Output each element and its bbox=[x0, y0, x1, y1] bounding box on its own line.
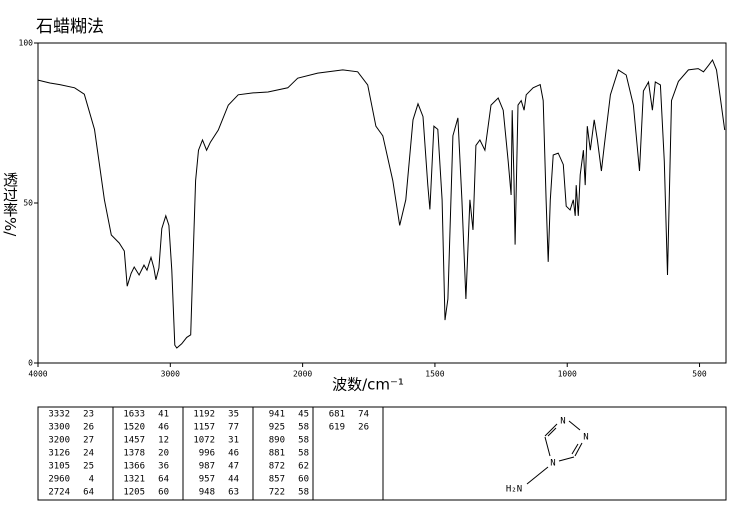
peak-wavenumber: 1457 bbox=[123, 436, 145, 446]
peak-wavenumber: 996 bbox=[199, 449, 215, 459]
y-tick-label: 100 bbox=[19, 39, 34, 48]
peak-wavenumber: 881 bbox=[269, 449, 285, 459]
x-tick-label: 4000 bbox=[28, 370, 47, 379]
bond bbox=[547, 427, 557, 437]
peak-transmittance: 44 bbox=[228, 475, 239, 485]
bond bbox=[568, 420, 581, 431]
peak-wavenumber: 1366 bbox=[123, 462, 145, 472]
peak-transmittance: 24 bbox=[83, 449, 94, 459]
peak-wavenumber: 2960 bbox=[48, 475, 70, 485]
peak-transmittance: 63 bbox=[228, 488, 239, 498]
peak-transmittance: 41 bbox=[158, 410, 169, 420]
peak-transmittance: 45 bbox=[298, 410, 309, 420]
peak-wavenumber: 3200 bbox=[48, 436, 70, 446]
peak-wavenumber: 941 bbox=[269, 410, 285, 420]
peak-transmittance: 60 bbox=[158, 488, 169, 498]
atom-label: N bbox=[550, 459, 555, 469]
bond bbox=[544, 436, 551, 457]
peak-wavenumber: 987 bbox=[199, 462, 215, 472]
plot-frame bbox=[37, 42, 727, 364]
table-dividers bbox=[112, 407, 384, 500]
peak-transmittance: 26 bbox=[83, 423, 94, 433]
peak-transmittance: 60 bbox=[298, 475, 309, 485]
y-axis-label: 透过率%/ bbox=[1, 172, 19, 237]
peak-wavenumber: 1633 bbox=[123, 410, 145, 420]
y-tick-label: 0 bbox=[28, 359, 33, 368]
peak-transmittance: 64 bbox=[83, 488, 94, 498]
x-tick-label: 1500 bbox=[425, 370, 444, 379]
spectrum-line bbox=[37, 58, 726, 349]
peak-wavenumber: 1072 bbox=[193, 436, 215, 446]
atom-label: N bbox=[560, 417, 565, 427]
peak-transmittance: 27 bbox=[83, 436, 94, 446]
peak-transmittance: 26 bbox=[358, 423, 369, 433]
peak-wavenumber: 681 bbox=[329, 410, 345, 420]
peak-wavenumber: 3126 bbox=[48, 449, 70, 459]
x-axis-label: 波数/cm⁻¹ bbox=[332, 376, 404, 394]
bond bbox=[526, 466, 549, 485]
chart-title: 石蜡糊法 bbox=[36, 17, 104, 37]
bond bbox=[544, 423, 558, 437]
peak-transmittance: 46 bbox=[158, 423, 169, 433]
peak-transmittance: 36 bbox=[158, 462, 169, 472]
peak-wavenumber: 957 bbox=[199, 475, 215, 485]
bond bbox=[571, 443, 579, 455]
peak-wavenumber: 3332 bbox=[48, 410, 70, 420]
peak-wavenumber: 1205 bbox=[123, 488, 145, 498]
x-tick-label: 500 bbox=[692, 370, 707, 379]
peak-transmittance: 46 bbox=[228, 449, 239, 459]
peak-transmittance: 62 bbox=[298, 462, 309, 472]
peak-transmittance: 64 bbox=[158, 475, 169, 485]
x-tick-label: 2000 bbox=[293, 370, 312, 379]
molecule-bonds bbox=[526, 420, 583, 485]
peak-wavenumber: 925 bbox=[269, 423, 285, 433]
peak-wavenumber: 3300 bbox=[48, 423, 70, 433]
x-tick-label: 3000 bbox=[161, 370, 180, 379]
peak-transmittance: 35 bbox=[228, 410, 239, 420]
peak-transmittance: 12 bbox=[158, 436, 169, 446]
peak-wavenumber: 1321 bbox=[123, 475, 145, 485]
y-tick-label: 50 bbox=[23, 199, 33, 208]
peak-transmittance: 20 bbox=[158, 449, 169, 459]
peak-transmittance: 77 bbox=[228, 423, 239, 433]
peak-wavenumber: 722 bbox=[269, 488, 285, 498]
peak-wavenumber: 890 bbox=[269, 436, 285, 446]
peak-wavenumber: 857 bbox=[269, 475, 285, 485]
peak-transmittance: 47 bbox=[228, 462, 239, 472]
peak-transmittance: 58 bbox=[298, 488, 309, 498]
atom-label: H₂N bbox=[506, 485, 522, 495]
peak-transmittance: 31 bbox=[228, 436, 239, 446]
peak-transmittance: 74 bbox=[358, 410, 369, 420]
peak-wavenumber: 1378 bbox=[123, 449, 145, 459]
peak-transmittance: 25 bbox=[83, 462, 94, 472]
bond bbox=[574, 442, 583, 457]
peak-wavenumber: 619 bbox=[329, 423, 345, 433]
table-frame bbox=[37, 406, 727, 501]
peak-wavenumber: 3105 bbox=[48, 462, 70, 472]
peak-wavenumber: 1157 bbox=[193, 423, 215, 433]
peak-transmittance: 4 bbox=[89, 475, 94, 485]
peak-wavenumber: 948 bbox=[199, 488, 215, 498]
peak-transmittance: 58 bbox=[298, 449, 309, 459]
peak-wavenumber: 1520 bbox=[123, 423, 145, 433]
atom-label: N bbox=[583, 433, 588, 443]
x-tick-label: 1000 bbox=[558, 370, 577, 379]
peak-transmittance: 23 bbox=[83, 410, 94, 420]
peak-wavenumber: 1192 bbox=[193, 410, 215, 420]
bond bbox=[558, 456, 575, 462]
peak-transmittance: 58 bbox=[298, 423, 309, 433]
peak-transmittance: 58 bbox=[298, 436, 309, 446]
peak-wavenumber: 872 bbox=[269, 462, 285, 472]
peak-wavenumber: 2724 bbox=[48, 488, 70, 498]
